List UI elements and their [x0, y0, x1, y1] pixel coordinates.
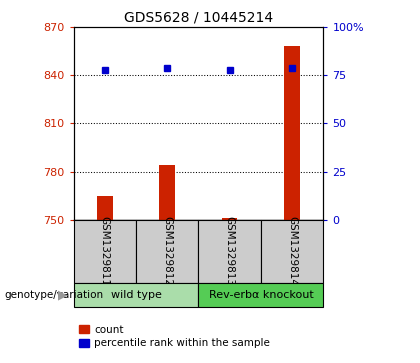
- Bar: [74, 220, 136, 283]
- Bar: [261, 220, 323, 283]
- Bar: [136, 220, 199, 283]
- Text: GSM1329812: GSM1329812: [162, 216, 172, 286]
- Bar: [160, 165, 175, 220]
- Legend: count, percentile rank within the sample: count, percentile rank within the sample: [79, 325, 270, 348]
- Text: GSM1329811: GSM1329811: [100, 216, 110, 286]
- Bar: [284, 46, 300, 220]
- Bar: [199, 220, 261, 283]
- Text: Rev-erbα knockout: Rev-erbα knockout: [209, 290, 313, 300]
- Text: wild type: wild type: [110, 290, 161, 300]
- Title: GDS5628 / 10445214: GDS5628 / 10445214: [124, 11, 273, 25]
- Bar: [74, 283, 199, 307]
- Text: genotype/variation: genotype/variation: [4, 290, 103, 300]
- Text: ▶: ▶: [58, 289, 68, 301]
- Bar: [199, 283, 323, 307]
- Bar: [222, 218, 237, 220]
- Bar: [97, 196, 113, 220]
- Text: GSM1329813: GSM1329813: [225, 216, 235, 286]
- Text: GSM1329814: GSM1329814: [287, 216, 297, 286]
